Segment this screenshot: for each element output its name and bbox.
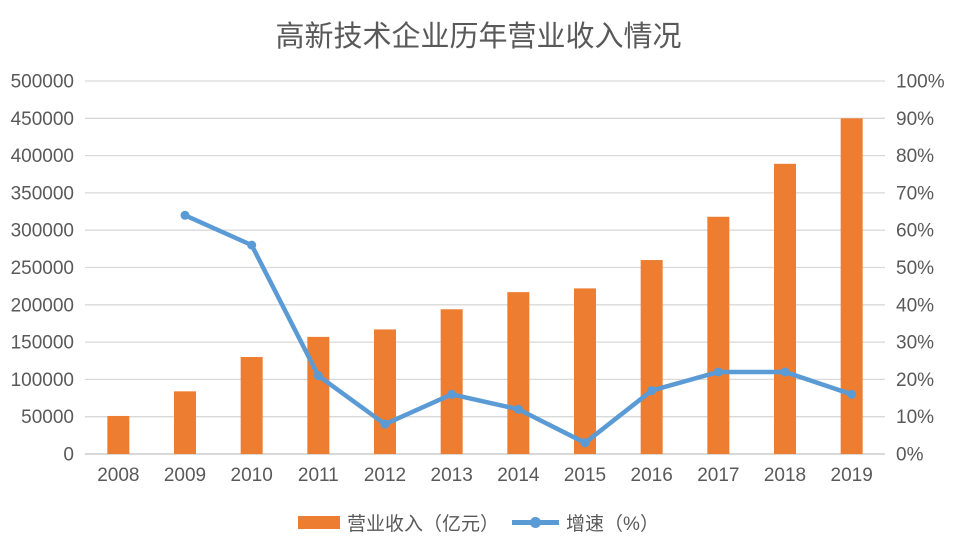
bar-2009 (174, 391, 196, 454)
y-axis-left-label: 150000 (11, 333, 74, 354)
bar-2017 (707, 216, 730, 454)
bar-2013 (440, 309, 463, 454)
y-axis-right-label: 40% (896, 295, 934, 316)
line-marker-2011 (313, 371, 323, 381)
x-axis-label-2014: 2014 (497, 465, 540, 486)
line-marker-2009 (180, 210, 190, 220)
bar-2016 (640, 260, 663, 454)
chart-title: 高新技术企业历年营业收入情况 (275, 21, 682, 53)
bar-2012 (374, 329, 396, 454)
y-axis-right-label: 10% (896, 407, 934, 428)
line-marker-2017 (713, 367, 723, 377)
x-axis-label-2019: 2019 (831, 465, 873, 486)
x-axis-label-2013: 2013 (431, 465, 473, 486)
bar-2010 (240, 357, 263, 454)
line-marker-2012 (380, 419, 390, 429)
y-axis-right-label: 20% (896, 370, 934, 391)
line-marker-2010 (247, 240, 257, 250)
legend-line-marker-icon (530, 517, 542, 528)
y-axis-left-label: 350000 (11, 183, 74, 204)
bar-2018 (774, 163, 796, 454)
x-axis-label-2018: 2018 (764, 465, 806, 486)
y-axis-right-label: 100% (896, 72, 945, 93)
y-axis-left-label: 400000 (11, 146, 74, 167)
line-marker-2018 (780, 367, 790, 377)
y-axis-right-label: 30% (896, 333, 934, 354)
bar-2014 (507, 292, 530, 454)
y-axis-left-label: 500000 (11, 72, 74, 93)
x-axis-label-2011: 2011 (298, 465, 339, 486)
y-axis-left-label: 0 (63, 445, 74, 466)
x-axis-label-2016: 2016 (631, 465, 673, 486)
x-axis-label-2017: 2017 (697, 465, 739, 486)
x-axis-label-2008: 2008 (97, 465, 139, 486)
legend-item-revenue: 营业收入（亿元） (298, 509, 499, 536)
y-axis-right-label: 0% (896, 445, 924, 466)
y-axis-left-label: 450000 (11, 109, 74, 130)
legend-item-growth: 增速（%） (512, 509, 659, 536)
legend-line-swatch-icon (512, 517, 560, 528)
x-axis-label-2012: 2012 (364, 465, 406, 486)
legend-label-revenue: 营业收入（亿元） (347, 514, 500, 535)
x-axis-label-2010: 2010 (231, 465, 273, 486)
y-axis-left-label: 250000 (11, 258, 74, 279)
x-axis-label-2009: 2009 (164, 465, 206, 486)
bar-2008 (107, 415, 130, 454)
line-marker-2016 (647, 386, 657, 396)
line-marker-2019 (847, 389, 857, 399)
line-marker-2014 (513, 404, 523, 414)
legend: 营业收入（亿元） 增速（%） (0, 509, 957, 536)
y-axis-left-label: 200000 (11, 295, 74, 316)
y-axis-right-label: 80% (896, 146, 934, 167)
y-axis-right-label: 70% (896, 183, 934, 204)
y-axis-left-label: 50000 (21, 407, 74, 428)
y-axis-left-label: 300000 (11, 221, 74, 242)
y-axis-right-label: 60% (896, 221, 934, 242)
x-axis-label-2015: 2015 (564, 465, 606, 486)
bar-2019 (840, 118, 863, 455)
legend-label-growth: 增速（%） (566, 514, 659, 535)
line-marker-2015 (580, 438, 590, 448)
y-axis-left-label: 100000 (11, 370, 74, 391)
line-marker-2013 (447, 389, 457, 399)
y-axis-right-label: 50% (896, 258, 934, 279)
bar-2011 (307, 336, 330, 454)
y-axis-right-label: 90% (896, 109, 934, 130)
legend-bar-swatch-icon (298, 516, 341, 529)
bar-2015 (574, 288, 596, 454)
